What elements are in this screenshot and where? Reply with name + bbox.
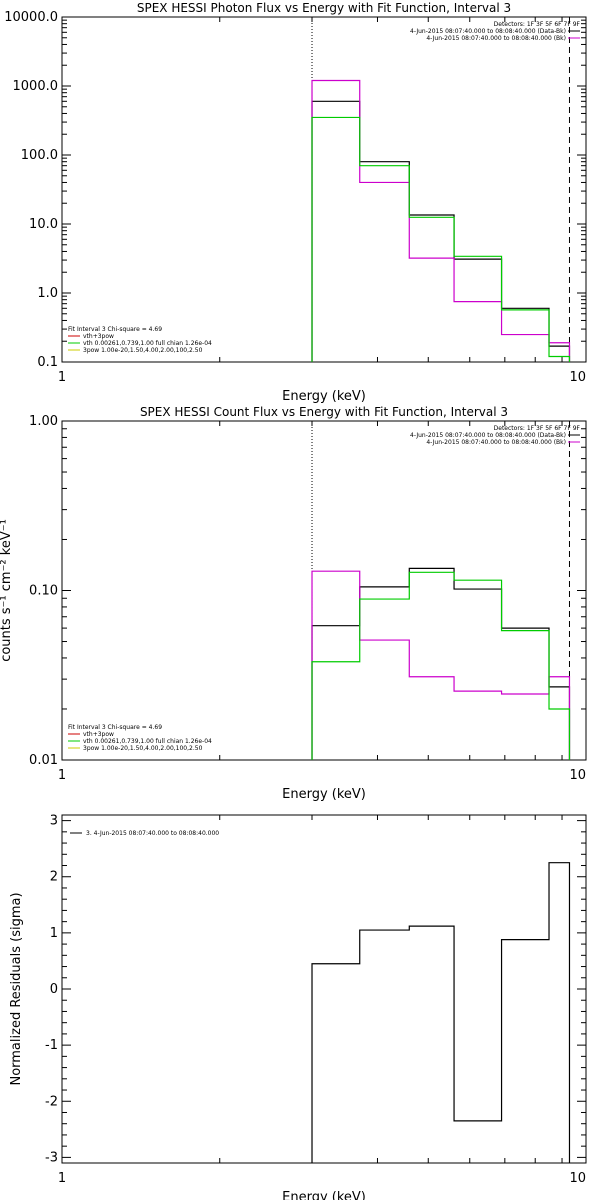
x-tick-label: 1 (58, 370, 66, 385)
legend-entry: Detectors: 1F 3F 5F 6F 7F 9F (494, 21, 581, 28)
series-line (311, 116, 571, 362)
legend-entry: Fit Interval 3 Chi-square = 4.69 (68, 326, 162, 333)
legend-entry: 3pow 1.00e-20,1.50,4.00,2.00,100,2.50 (83, 745, 203, 752)
legend-entry: Detectors: 1F 3F 5F 6F 7F 9F (494, 425, 581, 432)
y-tick-label: 0 (50, 982, 58, 997)
x-tick-label: 10 (569, 370, 586, 385)
x-tick-label: 1 (58, 1171, 66, 1186)
plot-frame (61, 420, 587, 761)
x-tick-label: 10 (569, 768, 586, 783)
legend-entry: 4-Jun-2015 08:07:40.000 to 08:08:40.000 … (426, 439, 566, 446)
plot-frame (61, 16, 587, 363)
series-line (311, 862, 571, 1163)
panel-2: 1 10 0.01 0.10 1.00 SPEX HESSI Count Flux vs … (0, 405, 587, 802)
legend-entry: vth+3pow (83, 731, 114, 738)
series-line (311, 79, 571, 362)
series-2 (311, 79, 571, 362)
y-tick-label: -2 (45, 1094, 58, 1109)
x-tick-label: 10 (569, 1171, 586, 1186)
legend-entry: 4-Jun-2015 08:07:40.000 to 08:08:40.000 … (410, 432, 566, 439)
series-line (311, 571, 571, 760)
y-tick-label: 0.1 (37, 355, 58, 370)
y-axis-ticks (62, 16, 586, 363)
y-tick-label: 2 (50, 870, 58, 885)
series-2 (311, 570, 571, 760)
series-1 (311, 100, 571, 362)
y-tick-label: 100.0 (21, 148, 58, 163)
y-tick-label: 0.10 (29, 584, 58, 599)
series-3 (311, 116, 571, 362)
y-tick-label: 0.01 (29, 753, 58, 768)
x-axis-ticks (61, 815, 587, 1163)
legend-entry: 4-Jun-2015 08:07:40.000 to 08:08:40.000 … (410, 28, 566, 35)
legend-entry: 3. 4-Jun-2015 08:07:40.000 to 08:08:40.0… (86, 830, 219, 837)
series-1 (311, 567, 571, 760)
series-1 (311, 862, 571, 1163)
panel-3: 1 10 -3 -2 -1 0 1 2 3 Energy (keV) Normalized Resi… (9, 814, 587, 1200)
y-tick-label: -3 (45, 1150, 58, 1165)
series-line (311, 567, 571, 760)
x-axis-label: Energy (keV) (282, 787, 366, 802)
y-tick-label: 10.0 (29, 217, 58, 232)
y-tick-label: 10000.0 (4, 10, 58, 25)
series-line (311, 100, 571, 362)
plot-title: SPEX HESSI Count Flux vs Energy with Fit… (140, 405, 508, 419)
series-3 (311, 571, 571, 760)
y-tick-label: -1 (45, 1038, 58, 1053)
x-axis-label: Energy (keV) (282, 1190, 366, 1200)
plot-frame (61, 814, 587, 1164)
y-axis-ticks (62, 820, 586, 1158)
panel-1: 1 10 0.1 1.0 10.0 100.0 1000.0 10000.0 SPEX HESS… (4, 1, 587, 404)
legend-entry: vth 0.00261,0.739,1.00 full chian 1.26e-… (83, 340, 212, 347)
legend-entry: vth 0.00261,0.739,1.00 full chian 1.26e-… (83, 738, 212, 745)
y-axis-ticks (62, 420, 586, 761)
x-axis-ticks (61, 17, 587, 362)
plot-title: SPEX HESSI Photon Flux vs Energy with Fi… (137, 1, 511, 15)
legend-entry: Fit Interval 3 Chi-square = 4.69 (68, 724, 162, 731)
y-tick-label: 1000.0 (13, 79, 59, 94)
x-axis-label: Energy (keV) (282, 389, 366, 404)
x-tick-label: 1 (58, 768, 66, 783)
y-axis-label: counts s⁻¹ cm⁻² keV⁻¹ (0, 519, 14, 662)
y-axis-label: Normalized Residuals (sigma) (9, 892, 24, 1085)
y-tick-label: 1.0 (37, 286, 58, 301)
y-tick-label: 1.00 (29, 414, 58, 429)
legend-entry: 4-Jun-2015 08:07:40.000 to 08:08:40.000 … (426, 35, 566, 42)
x-axis-ticks (61, 421, 587, 760)
y-tick-label: 1 (50, 926, 58, 941)
legend-entry: 3pow 1.00e-20,1.50,4.00,2.00,100,2.50 (83, 347, 203, 354)
legend-entry: vth+3pow (83, 333, 114, 340)
y-tick-label: 3 (50, 814, 58, 829)
series-line (311, 570, 571, 760)
